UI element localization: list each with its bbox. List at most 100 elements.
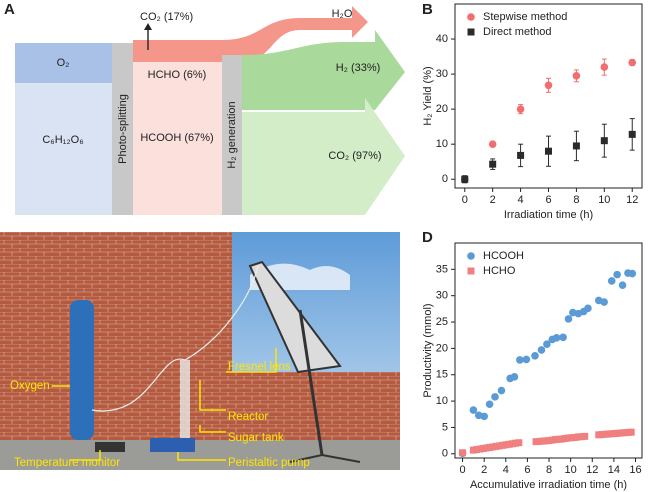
y-tick-label: 10 [436, 395, 448, 407]
monitor [95, 442, 125, 452]
x-tick-label: 6 [524, 464, 530, 476]
x-axis-label: Irradiation time (h) [504, 209, 593, 221]
legend-label: Stepwise method [483, 11, 567, 23]
y-tick-label: 5 [442, 421, 448, 433]
step-bar [112, 43, 133, 215]
data-point [489, 160, 497, 168]
legend-label: HCOOH [483, 250, 524, 262]
node-label: O₂ [57, 57, 70, 69]
stand [289, 454, 323, 463]
x-tick-label: 6 [545, 194, 551, 206]
data-point [613, 270, 621, 279]
node-label: H₂ (33%) [336, 62, 381, 74]
x-tick-label: 10 [565, 464, 577, 476]
data-point [628, 58, 637, 67]
data-point [584, 304, 592, 313]
data-point [545, 147, 552, 155]
stand [321, 454, 361, 463]
x-tick-label: 4 [518, 194, 524, 206]
arrow-head [144, 23, 152, 30]
data-point [600, 298, 608, 306]
node-label: C₆H₁₂O₆ [42, 134, 83, 146]
data-point [469, 406, 478, 414]
data-point [522, 355, 531, 364]
data-point [491, 393, 499, 401]
y-tick-label: 35 [436, 263, 448, 275]
data-point [544, 81, 553, 90]
data-point [515, 439, 523, 447]
y-axis-label: Productivity (mmol) [422, 303, 434, 397]
photo-label: Fresnel lens [228, 361, 291, 373]
y-tick-label: 0 [442, 173, 448, 185]
y-tick-label: 0 [442, 448, 448, 460]
y-tick-label: 25 [436, 316, 448, 328]
data-point [628, 130, 636, 138]
flow-h2o [133, 6, 368, 62]
node-label: HCOOH (67%) [140, 132, 213, 144]
data-point [497, 386, 506, 395]
flow-o2 [15, 43, 112, 83]
x-tick-label: 14 [608, 464, 620, 476]
sankey: O₂ C₆H₁₂O₆ Photo-splitting H₂ generation… [15, 6, 405, 215]
data-point [543, 340, 551, 348]
data-point [459, 449, 467, 457]
data-point [485, 400, 494, 409]
flow-co2 [242, 98, 405, 215]
brick-wall [0, 232, 232, 444]
photo: Oxygen Fresnel lens Reactor Sugar tank T… [0, 232, 400, 470]
node-label: CO₂ (97%) [328, 150, 381, 162]
panel-label: B [422, 1, 433, 18]
stand [298, 309, 324, 456]
data-point [531, 351, 539, 360]
node-label: CO₂ (17%) [140, 11, 193, 23]
data-point [517, 151, 525, 159]
y-tick-label: 30 [436, 290, 448, 302]
y-tick-label: 30 [436, 68, 448, 80]
data-point [480, 412, 488, 421]
photo-label: Temperature monitor [14, 457, 120, 469]
x-axis-label: Accumulative irradiation time (h) [470, 479, 627, 491]
data-point [581, 432, 589, 440]
y-tick-label: 20 [436, 342, 448, 354]
node-label: H₂O [332, 8, 353, 20]
data-point [607, 277, 616, 285]
flow-h2 [242, 30, 405, 110]
panel-label: A [4, 1, 15, 18]
data-point [559, 333, 567, 342]
step-bar [222, 55, 242, 215]
legend-label: Direct method [483, 26, 551, 38]
x-tick-label: 2 [490, 194, 496, 206]
data-point [516, 105, 525, 113]
photo-label: Sugar tank [228, 432, 284, 444]
x-tick-label: 4 [503, 464, 509, 476]
x-tick-label: 12 [586, 464, 598, 476]
x-tick-label: 2 [481, 464, 487, 476]
data-point [627, 428, 635, 436]
data-point [461, 175, 469, 183]
photo-label: Peristaltic pump [228, 457, 310, 469]
oxygen-cylinder [70, 300, 94, 440]
x-tick-label: 12 [626, 194, 638, 206]
x-tick-label: 8 [573, 194, 579, 206]
step-label: H₂ generation [226, 101, 238, 168]
pump [150, 438, 195, 452]
data-point [488, 140, 497, 148]
node-label: HCHO (6%) [148, 69, 207, 81]
data-point [618, 281, 627, 289]
x-tick-label: 0 [462, 194, 468, 206]
fresnel-lens [248, 260, 342, 374]
data-point [600, 137, 608, 145]
y-tick-label: 40 [436, 33, 448, 45]
legend-label: HCHO [483, 265, 516, 277]
callout-lines [52, 348, 277, 461]
x-tick-label: 8 [546, 464, 552, 476]
legend-marker [467, 28, 475, 36]
legend-marker [467, 252, 475, 260]
y-tick-label: 15 [436, 369, 448, 381]
ground [0, 440, 400, 470]
data-point [537, 346, 546, 354]
plot-frame [454, 242, 643, 459]
panel-label: D [422, 229, 433, 246]
x-tick-label: 0 [460, 464, 466, 476]
